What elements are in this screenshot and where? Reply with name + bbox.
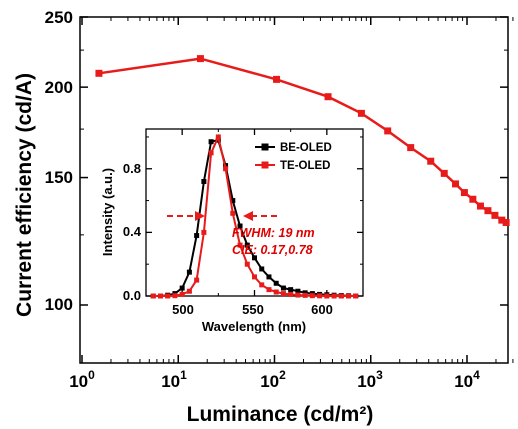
cie-annotation: CIE: 0.17,0.78 (232, 243, 313, 257)
main-y-tick-label: 100 (45, 295, 73, 314)
main-series (95, 55, 510, 227)
main-data-point (452, 180, 460, 188)
legend-label-te: TE-OLED (280, 160, 330, 172)
inset-data-point (230, 210, 236, 216)
inset-data-point (179, 285, 185, 291)
inset-data-point (150, 293, 156, 299)
main-data-point (469, 195, 477, 203)
inset-data-point (208, 150, 214, 156)
inset-data-point (230, 198, 236, 204)
inset-data-point (280, 291, 286, 297)
legend-label-be: BE-OLED (280, 142, 332, 154)
inset-data-point (346, 293, 352, 299)
inset-x-tick-label: 550 (242, 302, 264, 317)
inset-data-point (280, 285, 286, 291)
main-data-point (476, 202, 484, 210)
main-data-point (384, 127, 392, 135)
inset-data-point (252, 274, 257, 280)
main-data-point (357, 109, 365, 117)
inset-data-point (309, 293, 315, 299)
inset-data-point (244, 261, 250, 267)
main-y-tick-label: 250 (45, 8, 73, 27)
main-x-tick-label: 100 (69, 368, 95, 391)
inset-x-axis-title: Wavelength (nm) (202, 319, 306, 334)
inset-y-axis-title: Intensity (a.u.) (100, 168, 115, 256)
inset-x-tick-label: 600 (311, 302, 333, 317)
inset-y-tick-label: 0.4 (123, 224, 142, 239)
inset-data-point (223, 166, 229, 172)
inset-x-tick-label: 500 (172, 302, 194, 317)
inset-data-point (208, 139, 214, 145)
inset-data-point (317, 293, 323, 299)
main-data-point (407, 144, 415, 152)
inset-data-point (165, 293, 171, 299)
main-x-tick-label: 101 (161, 368, 187, 391)
inset-data-point (266, 287, 272, 293)
inset-data-point (172, 293, 178, 299)
inset-data-point (237, 223, 243, 229)
fwhm-arrow-right-head (243, 211, 253, 221)
inset-data-point (237, 242, 243, 248)
inset-data-point (273, 280, 279, 286)
inset-data-point (266, 274, 272, 280)
main-data-point (498, 216, 506, 224)
main-data-point (460, 189, 468, 197)
main-ticks (80, 16, 514, 363)
main-data-point (491, 211, 499, 219)
legend-marker-te (261, 161, 269, 169)
main-data-point (324, 93, 332, 101)
inset-data-point (186, 288, 192, 294)
inset-data-point (295, 288, 301, 294)
main-x-axis-title: Luminance (cd/m²) (187, 403, 374, 426)
inset-y-tick-label: 0.0 (123, 288, 141, 303)
inset-data-point (201, 229, 207, 235)
fwhm-annotation: FWHM: 19 nm (232, 226, 315, 240)
main-plot-frame (79, 16, 509, 364)
inset-data-point (194, 277, 200, 283)
main-data-point (484, 207, 492, 215)
fwhm-arrow-left-head (195, 211, 205, 221)
inset-data-point (331, 293, 337, 299)
main-data-point (95, 69, 103, 77)
inset-data-point (215, 134, 221, 140)
inset-data-point (288, 287, 294, 293)
inset-data-point (186, 269, 192, 275)
inset-data-point (179, 291, 185, 297)
inset-data-point (259, 266, 265, 272)
inset-y-tick-label: 0.8 (123, 161, 141, 176)
inset-data-point (302, 292, 308, 298)
main-y-tick-label: 200 (45, 78, 73, 97)
inset-data-point (302, 290, 308, 296)
main-data-point (502, 219, 510, 227)
inset-data-point (252, 255, 257, 261)
inset-data-point (244, 242, 250, 248)
main-y-axis-title: Current efficiency (cd/A) (13, 73, 36, 317)
main-data-point (196, 55, 204, 63)
inset-data-point (273, 289, 279, 295)
inset-series (150, 133, 359, 299)
main-x-tick-label: 102 (260, 368, 286, 391)
main-x-tick-label: 103 (357, 368, 383, 391)
main-data-point (427, 157, 435, 165)
main-data-point (273, 75, 281, 83)
inset-data-point (353, 293, 359, 299)
main-x-tick-label: 104 (454, 368, 480, 391)
main-data-point (440, 169, 448, 177)
inset-data-point (157, 293, 163, 299)
inset-data-point (259, 282, 265, 288)
inset-plot-frame (145, 128, 364, 297)
inset-data-point (201, 178, 207, 184)
inset-data-point (288, 291, 294, 297)
main-y-tick-label: 150 (45, 168, 73, 187)
inset-data-point (295, 292, 301, 298)
legend-marker-be (261, 143, 269, 151)
inset-data-point (194, 233, 200, 239)
inset-data-point (338, 293, 344, 299)
inset-data-point (324, 293, 330, 299)
